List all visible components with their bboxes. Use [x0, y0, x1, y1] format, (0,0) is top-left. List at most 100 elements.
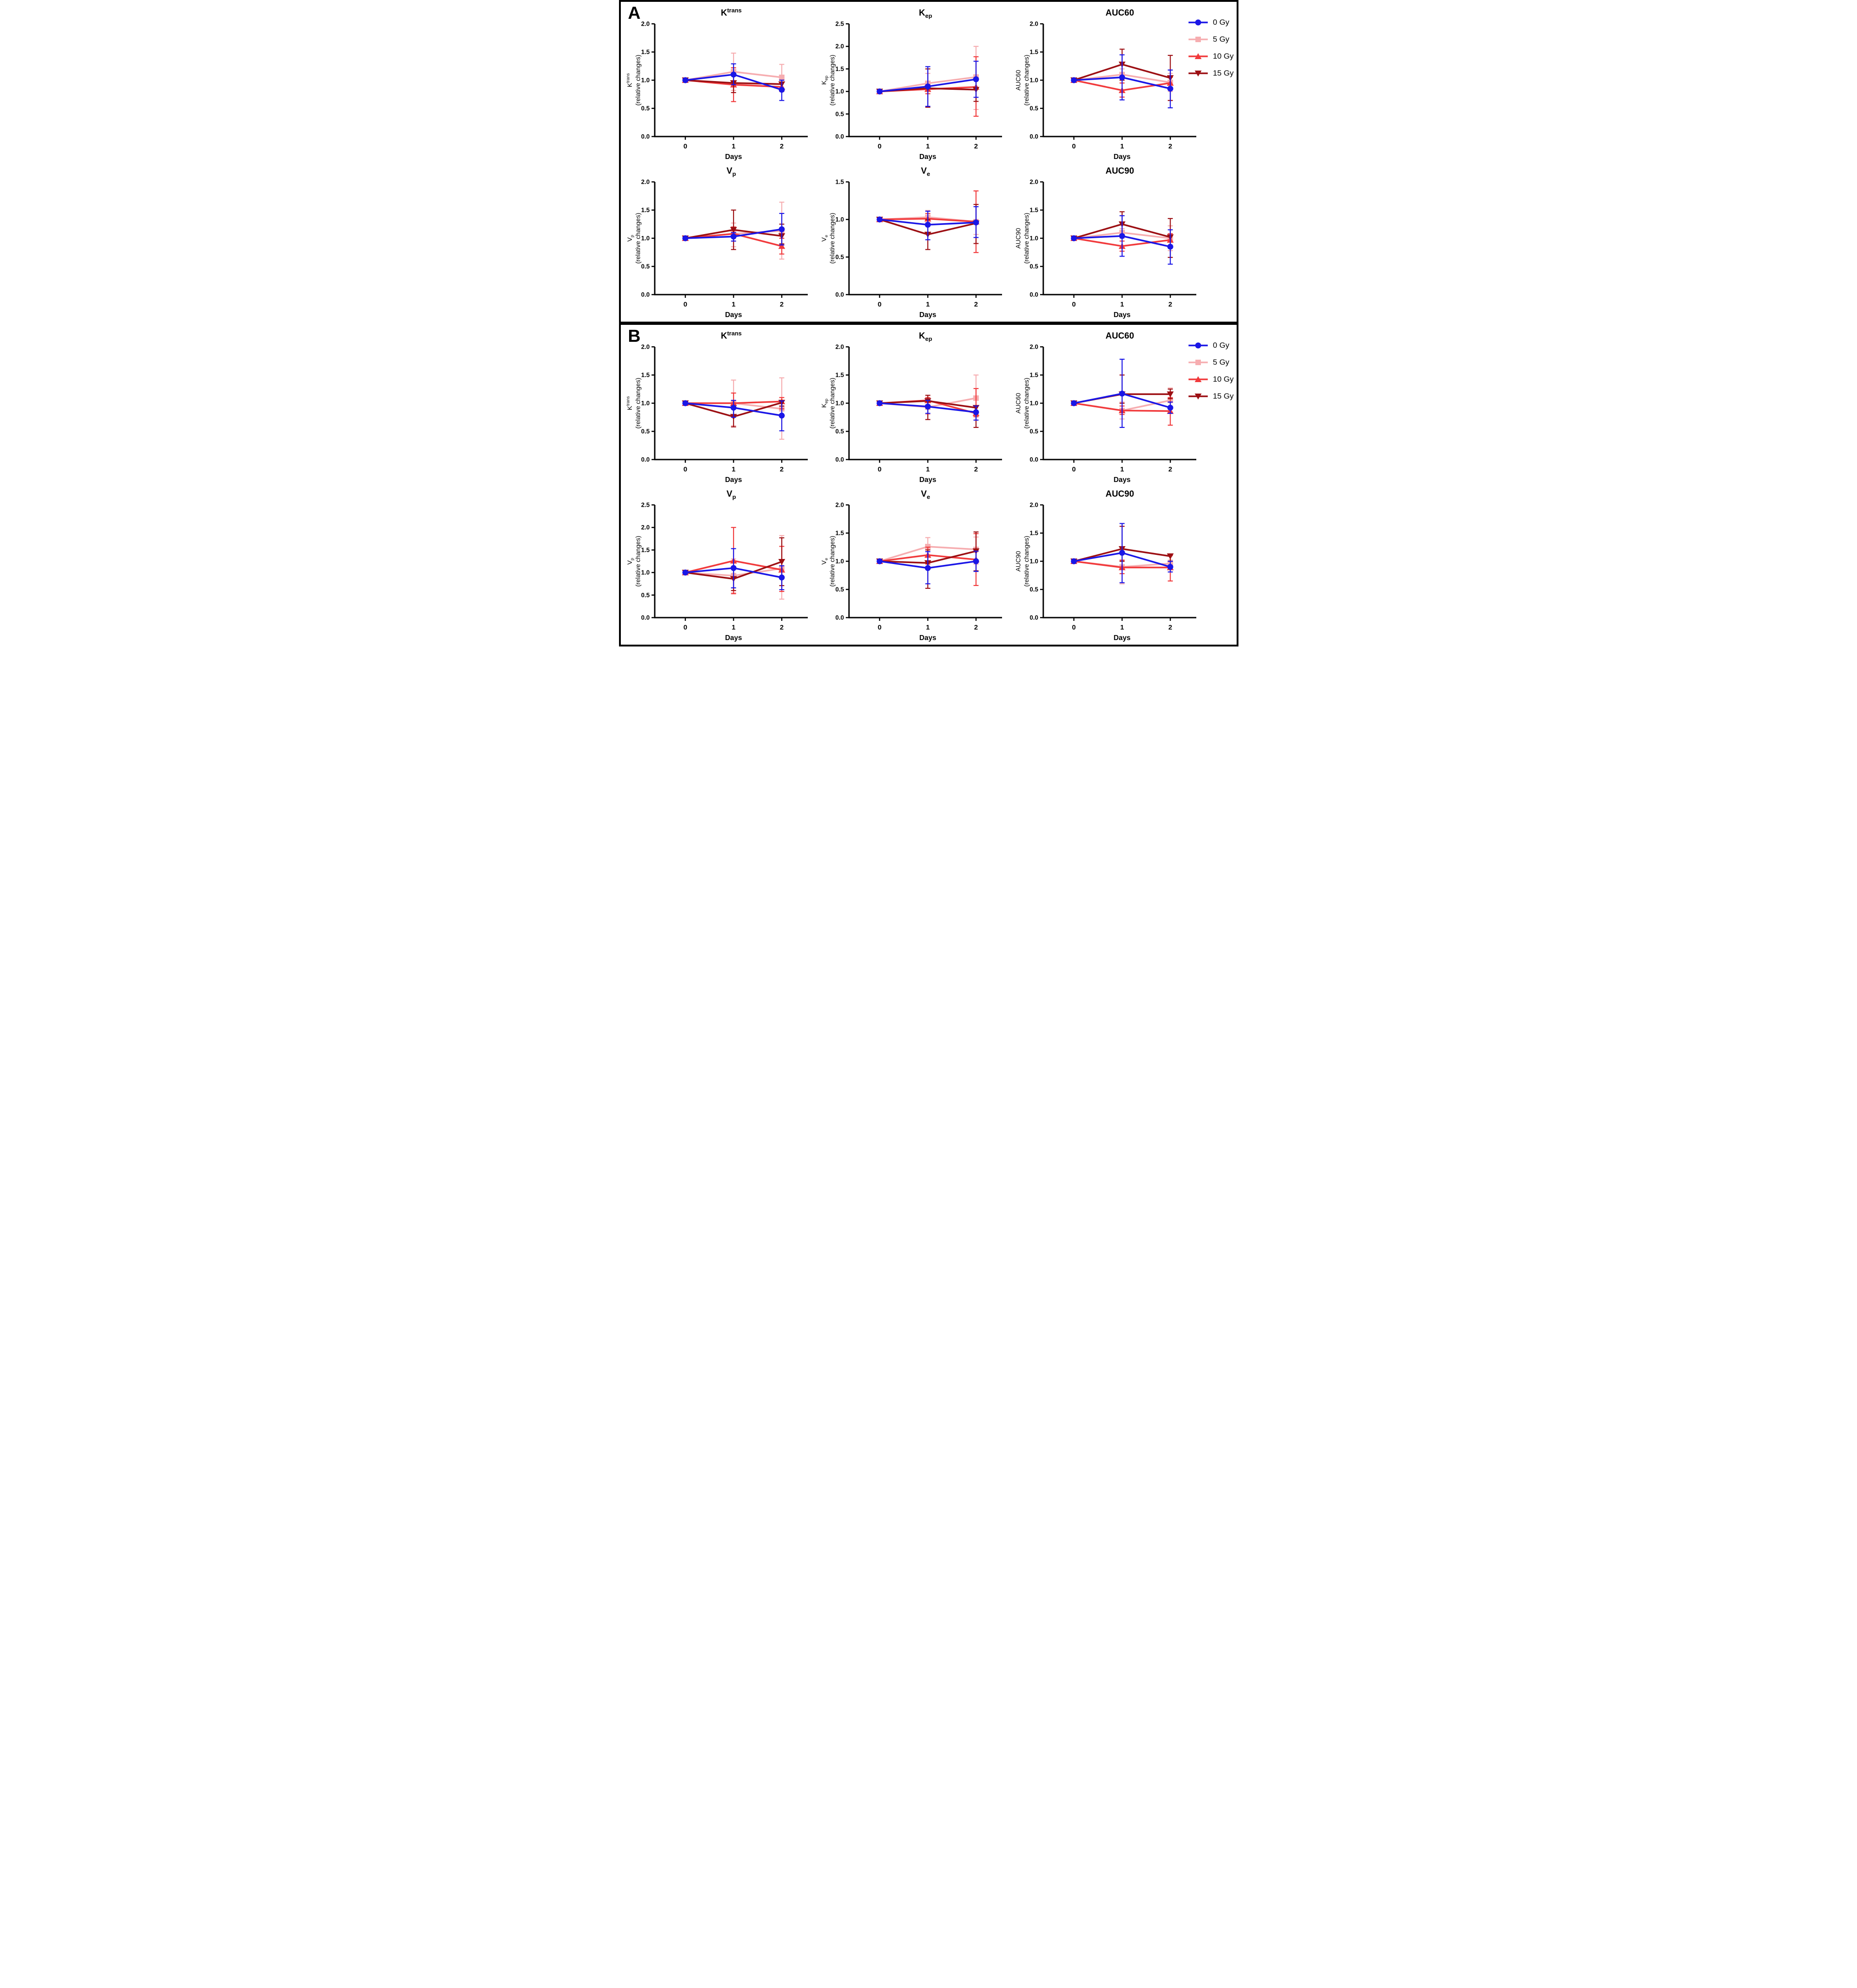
x-axis-label: Days	[1113, 153, 1130, 161]
chart-a-ktrans: Ktrans 0.0 0.5 1.0 1.5 2.0 0 1 2 Days Ktrans (relat…	[623, 5, 817, 163]
x-axis-label: Days	[919, 476, 936, 484]
triangle-up-marker-10-gy-day2	[778, 243, 785, 249]
circle-marker-0-gy-day1	[925, 83, 931, 90]
panel-b-legend: 0 Gy 5 Gy 10 Gy 15 Gy	[1188, 340, 1234, 401]
circle-marker-0-gy-day2	[1167, 243, 1173, 250]
y-tick-label: 2.0	[1030, 179, 1038, 186]
y-tick-label: 0.0	[835, 133, 844, 140]
triangle-down-marker-15-gy-day2	[1167, 391, 1174, 398]
x-tick-label: 2	[974, 301, 978, 308]
y-tick-label: 0.5	[641, 105, 650, 112]
circle-marker-0-gy-day1	[1119, 233, 1125, 239]
circle-marker-0-gy-day2	[1167, 85, 1173, 92]
x-tick-label: 1	[731, 624, 735, 631]
x-tick-label: 0	[1072, 466, 1075, 473]
x-axis-label: Days	[1113, 634, 1130, 642]
circle-marker-0-gy-day1	[1119, 550, 1125, 556]
x-tick-label: 0	[683, 301, 687, 308]
x-tick-label: 0	[877, 466, 881, 473]
x-tick-label: 1	[1120, 466, 1123, 473]
x-axis-label: Days	[725, 311, 742, 319]
y-tick-label: 0.5	[641, 591, 650, 598]
triangle-down-marker-15-gy-day1	[730, 227, 737, 233]
chart-title: Ve	[921, 489, 930, 500]
x-tick-label: 2	[780, 466, 783, 473]
y-axis-label-units: (relative changes)	[634, 213, 641, 263]
y-axis-label-name: Ktrans	[625, 396, 633, 411]
circle-marker-0-gy-day2	[973, 409, 979, 416]
y-tick-label: 2.0	[835, 502, 844, 509]
x-tick-label: 1	[731, 142, 735, 150]
y-tick-label: 2.5	[835, 21, 844, 27]
x-tick-label: 1	[926, 301, 929, 308]
x-tick-label: 2	[780, 142, 783, 150]
legend-marker	[1195, 19, 1201, 26]
panel-b: B Ktrans 0.0 0.5 1.0 1.5 2.0 0 1 2 Days Ktrans (rel…	[621, 325, 1237, 645]
x-tick-label: 2	[974, 466, 978, 473]
y-tick-label: 0.0	[1030, 456, 1038, 463]
circle-marker-0-gy-day2	[778, 574, 785, 581]
y-tick-label: 0.0	[1030, 291, 1038, 298]
x-tick-label: 0	[1072, 624, 1075, 631]
y-tick-label: 2.0	[835, 344, 844, 351]
chart-b-auc90: AUC90 0.0 0.5 1.0 1.5 2.0 0 1 2 Days AUC90 (relativ…	[1011, 486, 1205, 644]
circle-marker-0-gy-day0	[682, 77, 688, 83]
chart-title: AUC60	[1105, 331, 1134, 341]
y-axis-label-units: (relative changes)	[1023, 378, 1030, 428]
circle-marker-0-gy-day0	[1070, 235, 1077, 241]
y-tick-label: 0.0	[641, 133, 650, 140]
y-tick-label: 2.0	[641, 344, 650, 351]
y-tick-label: 1.0	[1030, 558, 1038, 565]
y-tick-label: 1.5	[1030, 207, 1038, 214]
x-tick-label: 1	[926, 624, 929, 631]
x-axis-label: Days	[919, 634, 936, 642]
y-tick-label: 2.0	[1030, 21, 1038, 27]
y-tick-label: 1.0	[1030, 400, 1038, 407]
x-tick-label: 2	[1168, 466, 1172, 473]
y-tick-label: 0.0	[641, 614, 650, 621]
circle-marker-0-gy-day2	[973, 76, 979, 82]
y-axis-label-units: (relative changes)	[828, 213, 836, 263]
x-tick-label: 0	[877, 142, 881, 150]
y-axis-label-units: (relative changes)	[634, 378, 641, 428]
circle-marker-0-gy-day1	[925, 403, 931, 410]
y-tick-label: 0.0	[641, 456, 650, 463]
y-tick-label: 1.5	[641, 372, 650, 378]
y-tick-label: 2.0	[641, 21, 650, 27]
y-tick-label: 1.5	[641, 547, 650, 553]
x-tick-label: 2	[1168, 142, 1172, 150]
panel-b-charts: Ktrans 0.0 0.5 1.0 1.5 2.0 0 1 2 Days Ktrans (relat…	[623, 328, 1235, 644]
chart-b-auc60: AUC60 0.0 0.5 1.0 1.5 2.0 0 1 2 Days AUC60 (relativ…	[1011, 328, 1205, 486]
legend-label: 10 Gy	[1213, 375, 1234, 383]
y-tick-label: 1.0	[641, 77, 650, 84]
triangle-down-legend-icon	[1189, 394, 1208, 400]
legend-marker	[1194, 376, 1202, 382]
y-axis-label-units: (relative changes)	[1023, 213, 1030, 263]
panel-b-label: B	[628, 327, 641, 346]
triangle-up-legend-icon	[1189, 376, 1208, 382]
legend-entry-5-gy: 5 Gy	[1188, 34, 1233, 44]
legend-entry-10-gy: 10 Gy	[1188, 51, 1234, 61]
circle-marker-0-gy-day1	[730, 233, 737, 240]
legend-marker	[1195, 342, 1201, 349]
y-tick-label: 1.5	[641, 207, 650, 214]
y-tick-label: 0.5	[1030, 428, 1038, 435]
circle-marker-0-gy-day2	[973, 219, 979, 226]
y-axis-label-units: (relative changes)	[1023, 536, 1030, 586]
y-axis-label-name: AUC90	[1014, 551, 1022, 571]
chart-b-ktrans: Ktrans 0.0 0.5 1.0 1.5 2.0 0 1 2 Days Ktrans (relat…	[623, 328, 817, 486]
x-tick-label: 1	[926, 142, 929, 150]
x-tick-label: 0	[683, 142, 687, 150]
chart-title: Vp	[726, 489, 736, 500]
x-tick-label: 2	[974, 624, 978, 631]
y-tick-label: 1.0	[835, 558, 844, 565]
circle-marker-0-gy-day0	[876, 558, 882, 564]
y-tick-label: 1.0	[641, 400, 650, 407]
legend-label: 15 Gy	[1213, 69, 1234, 77]
y-tick-label: 1.5	[835, 530, 844, 537]
legend-label: 15 Gy	[1213, 392, 1234, 400]
